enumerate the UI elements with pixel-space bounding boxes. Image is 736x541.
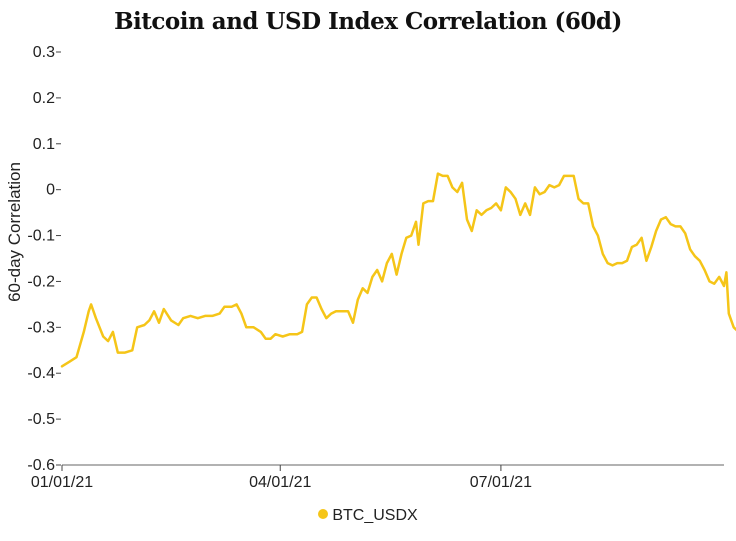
legend: BTC_USDX bbox=[0, 507, 736, 525]
x-tick-label: 04/01/21 bbox=[249, 474, 311, 491]
x-axis: 01/01/21 04/01/21 07/01/21 bbox=[31, 464, 724, 491]
legend-label: BTC_USDX bbox=[332, 507, 418, 524]
chart-title: Bitcoin and USD Index Correlation (60d) bbox=[114, 8, 622, 35]
x-tick-label: 01/01/21 bbox=[31, 474, 93, 491]
y-tick-label: -0.2 bbox=[27, 273, 55, 290]
x-tick-label: 07/01/21 bbox=[470, 474, 532, 491]
y-tick-label: 0.1 bbox=[33, 136, 55, 153]
series-line-btc_usdx bbox=[60, 172, 736, 368]
y-axis: 0.3 0.2 0.1 0 -0.1 -0.2 -0.3 -0.4 -0.5 -0.6 bbox=[27, 44, 61, 474]
y-tick-label: -0.6 bbox=[27, 457, 55, 474]
y-tick-label: -0.1 bbox=[27, 228, 55, 245]
y-axis-title: 60-day Correlation bbox=[5, 162, 24, 302]
y-tick-label: 0.2 bbox=[33, 90, 55, 107]
y-tick-label: -0.4 bbox=[27, 365, 55, 382]
series-layer bbox=[60, 172, 736, 368]
y-tick-label: 0.3 bbox=[33, 44, 55, 61]
y-tick-label: 0 bbox=[46, 182, 55, 199]
legend-swatch bbox=[318, 509, 329, 519]
y-tick-label: -0.5 bbox=[27, 411, 55, 428]
y-tick-label: -0.3 bbox=[27, 319, 55, 336]
